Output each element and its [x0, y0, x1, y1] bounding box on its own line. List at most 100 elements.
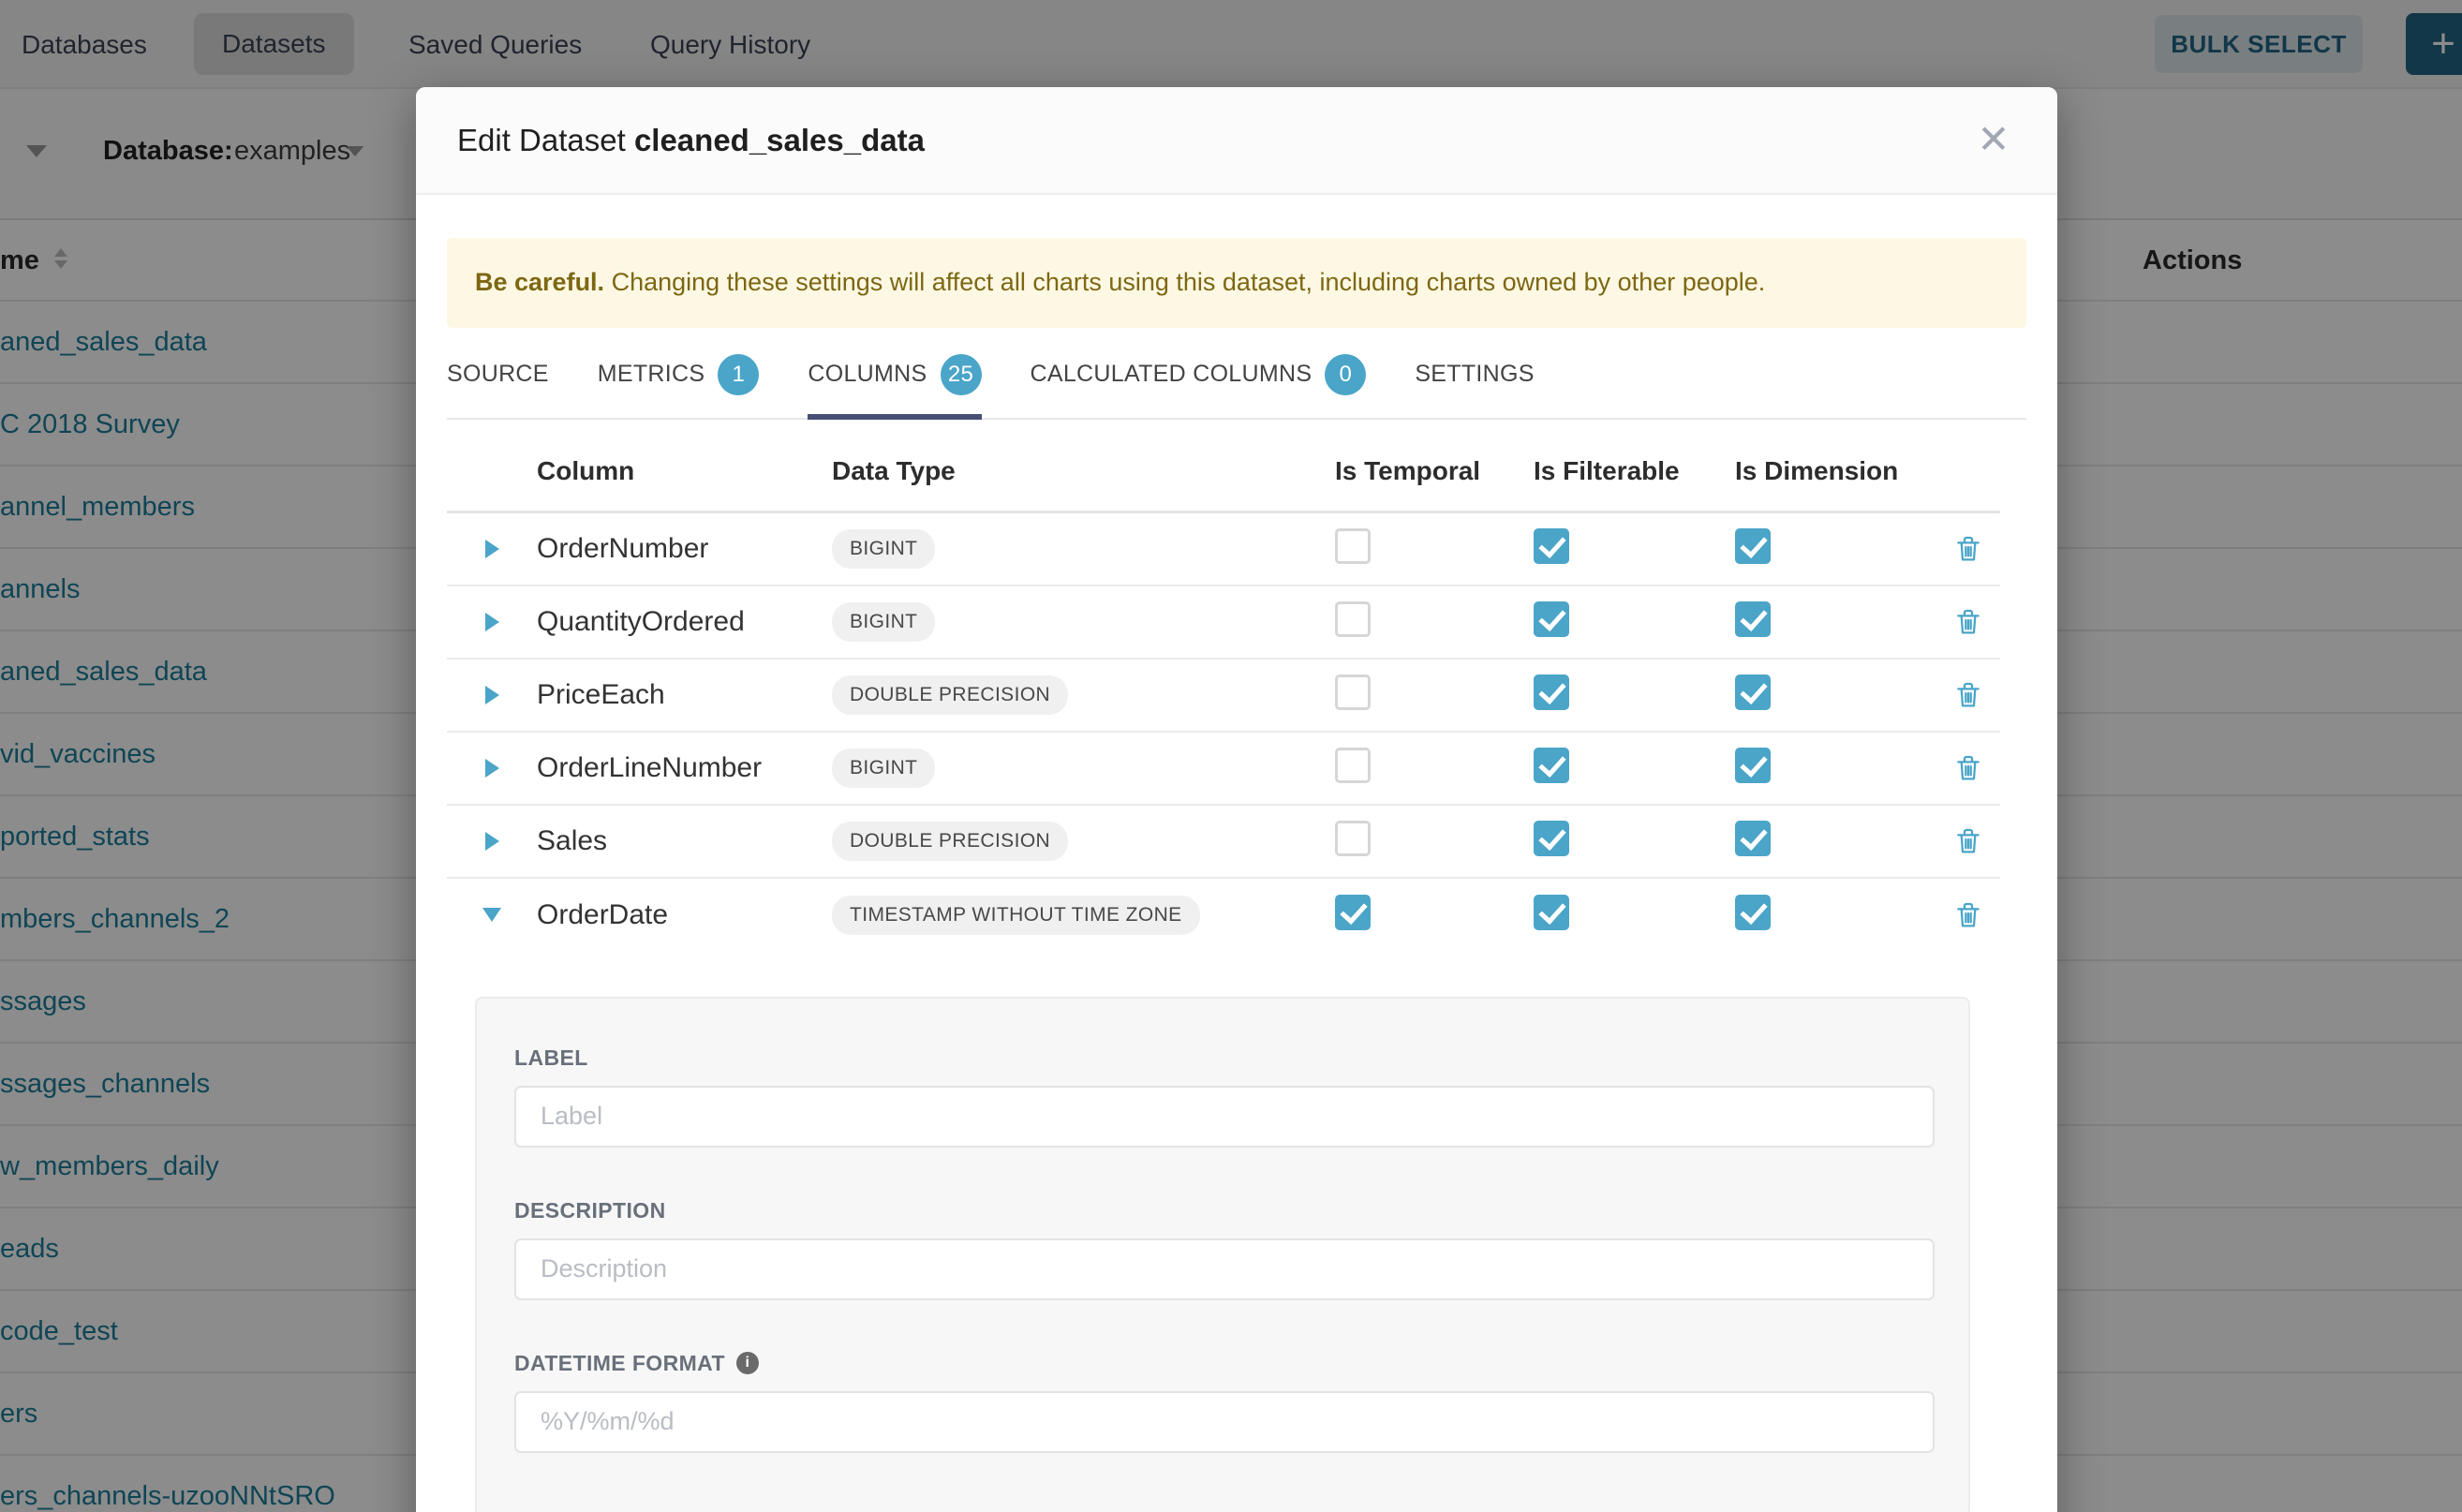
- column-name: OrderLineNumber: [537, 751, 763, 783]
- chevron-down-icon[interactable]: [26, 145, 47, 157]
- nav-item-datasets[interactable]: Datasets: [194, 13, 354, 75]
- column-name: PriceEach: [537, 678, 665, 710]
- sort-icon[interactable]: [54, 248, 67, 269]
- is-filterable-checkbox[interactable]: [1534, 821, 1569, 857]
- expand-caret-icon[interactable]: [447, 758, 537, 778]
- nav-item-databases[interactable]: Databases: [22, 29, 147, 59]
- is-dimension-checkbox[interactable]: [1735, 674, 1771, 711]
- data-type-pill: BIGINT: [832, 748, 936, 788]
- dataset-link[interactable]: w_members_daily: [0, 1150, 219, 1181]
- expand-caret-icon[interactable]: [447, 908, 537, 923]
- warning-banner: Be careful. Changing these settings will…: [447, 238, 2026, 328]
- bulk-select-button[interactable]: BULK SELECT: [2155, 15, 2363, 73]
- delete-column-icon[interactable]: [1936, 680, 2000, 710]
- tab-settings[interactable]: SETTINGS: [1415, 354, 1534, 418]
- tab-label: METRICS: [597, 361, 705, 388]
- modal-dataset-name: cleaned_sales_data: [633, 122, 925, 157]
- column-row: QuantityOrdered BIGINT: [447, 586, 2000, 660]
- dataset-link[interactable]: aned_sales_data: [0, 326, 207, 357]
- expand-caret-icon[interactable]: [447, 831, 537, 851]
- header-is-temporal: Is Temporal: [1335, 456, 1481, 486]
- column-row: Sales DOUBLE PRECISION: [447, 806, 2000, 879]
- data-type-pill: DOUBLE PRECISION: [832, 674, 1069, 715]
- dataset-link[interactable]: ported_stats: [0, 821, 150, 852]
- modal-title-prefix: Edit Dataset: [457, 122, 626, 157]
- datetime-format-label-text: DATETIME FORMAT: [514, 1350, 725, 1375]
- warning-text: Changing these settings will affect all …: [604, 268, 1766, 296]
- delete-column-icon[interactable]: [1936, 534, 2000, 564]
- dataset-link[interactable]: vid_vaccines: [0, 738, 156, 769]
- label-input[interactable]: [514, 1085, 1935, 1148]
- is-temporal-checkbox[interactable]: [1335, 674, 1371, 711]
- database-filter-value[interactable]: examples: [234, 136, 351, 166]
- header-is-dimension: Is Dimension: [1735, 456, 1899, 486]
- tab-count-badge: 25: [940, 353, 982, 395]
- is-filterable-checkbox[interactable]: [1534, 601, 1569, 638]
- is-temporal-checkbox[interactable]: [1335, 528, 1371, 565]
- datasets-table-header: me Actions: [0, 220, 2462, 300]
- dataset-link[interactable]: ssages: [0, 986, 86, 1016]
- expand-caret-icon[interactable]: [447, 685, 537, 704]
- datetime-format-input[interactable]: [514, 1390, 1935, 1453]
- tab-metrics[interactable]: METRICS 1: [597, 353, 760, 418]
- is-filterable-checkbox[interactable]: [1534, 674, 1569, 711]
- info-icon[interactable]: i: [735, 1352, 759, 1375]
- warning-bold: Be careful.: [475, 268, 605, 296]
- chevron-down-icon[interactable]: [346, 145, 364, 157]
- is-dimension-checkbox[interactable]: [1735, 748, 1771, 784]
- expand-caret-icon[interactable]: [447, 612, 537, 631]
- expand-caret-icon[interactable]: [447, 539, 537, 558]
- delete-column-icon[interactable]: [1936, 826, 2000, 856]
- dataset-link[interactable]: code_test: [0, 1315, 118, 1346]
- dataset-link[interactable]: C 2018 Survey: [0, 408, 180, 439]
- tab-calculated-columns[interactable]: CALCULATED COLUMNS 0: [1031, 353, 1367, 418]
- dataset-link[interactable]: ers: [0, 1398, 38, 1429]
- dataset-link[interactable]: annel_members: [0, 491, 195, 522]
- tab-count-badge: 1: [718, 353, 760, 395]
- database-filter-label: Database:: [103, 136, 233, 166]
- is-filterable-checkbox[interactable]: [1534, 748, 1569, 784]
- nav-item-query-history[interactable]: Query History: [650, 29, 811, 59]
- delete-column-icon[interactable]: [1936, 753, 2000, 783]
- dataset-link[interactable]: mbers_channels_2: [0, 903, 230, 934]
- is-dimension-checkbox[interactable]: [1735, 895, 1771, 931]
- is-temporal-checkbox[interactable]: [1335, 821, 1371, 857]
- dataset-link[interactable]: aned_sales_data: [0, 656, 207, 687]
- is-temporal-checkbox[interactable]: [1335, 895, 1371, 931]
- tab-count-badge: 0: [1325, 353, 1367, 395]
- column-name: Sales: [537, 824, 608, 856]
- dataset-link[interactable]: annels: [0, 573, 81, 604]
- modal-tabs: SOURCE METRICS 1 COLUMNS 25 CALCULATED COLUMN…: [447, 353, 2026, 420]
- dataset-link[interactable]: ssages_channels: [0, 1068, 211, 1099]
- dataset-link[interactable]: ers_channels-uzooNNtSRO: [0, 1480, 335, 1511]
- tab-source[interactable]: SOURCE: [447, 354, 549, 418]
- tab-columns[interactable]: COLUMNS 25: [808, 353, 982, 420]
- delete-column-icon[interactable]: [1936, 607, 2000, 637]
- is-dimension-checkbox[interactable]: [1735, 528, 1771, 565]
- edit-dataset-modal: Edit Dataset cleaned_sales_data ✕ Be car…: [416, 87, 2057, 1512]
- tab-label: SETTINGS: [1415, 361, 1535, 388]
- column-row: OrderNumber BIGINT: [447, 513, 2000, 586]
- is-temporal-checkbox[interactable]: [1335, 601, 1371, 638]
- columns-table-header: Column Data Type Is Temporal Is Filterab…: [447, 433, 2000, 513]
- label-field-label: LABEL: [514, 1045, 1931, 1071]
- column-name: OrderNumber: [537, 532, 709, 564]
- add-dataset-button[interactable]: +: [2406, 13, 2462, 75]
- column-row: OrderLineNumber BIGINT: [447, 733, 2000, 806]
- is-temporal-checkbox[interactable]: [1335, 748, 1371, 784]
- is-dimension-checkbox[interactable]: [1735, 601, 1771, 638]
- datetime-format-field-label: DATETIME FORMAT i: [514, 1351, 1931, 1376]
- dataset-link[interactable]: eads: [0, 1233, 59, 1264]
- delete-column-icon[interactable]: [1936, 900, 2000, 930]
- close-icon[interactable]: ✕: [1971, 117, 2016, 162]
- is-filterable-checkbox[interactable]: [1534, 528, 1569, 565]
- description-input[interactable]: [514, 1238, 1935, 1300]
- is-dimension-checkbox[interactable]: [1735, 821, 1771, 857]
- description-field-label: DESCRIPTION: [514, 1198, 1931, 1223]
- is-filterable-checkbox[interactable]: [1534, 895, 1569, 931]
- name-column-header[interactable]: me: [0, 245, 39, 275]
- nav-item-saved-queries[interactable]: Saved Queries: [408, 29, 583, 59]
- column-name: QuantityOrdered: [537, 605, 745, 637]
- column-row: OrderDate TIMESTAMP WITHOUT TIME ZONE: [447, 879, 2000, 952]
